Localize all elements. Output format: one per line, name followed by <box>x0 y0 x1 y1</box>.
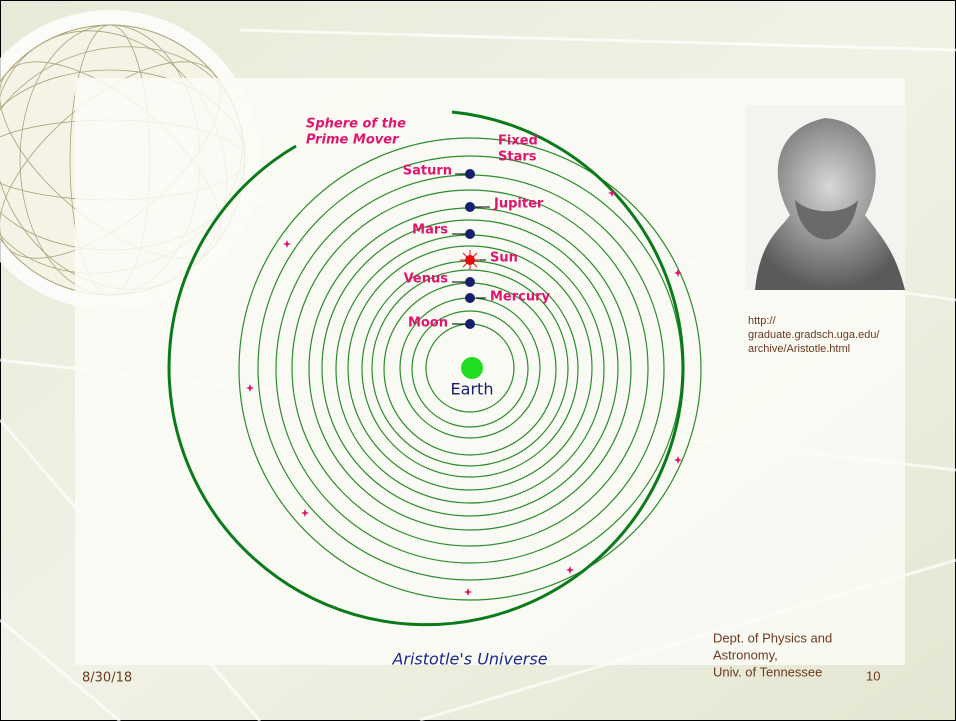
earth <box>461 357 483 379</box>
sun-icon <box>460 250 480 270</box>
footer-department: Dept. of Physics and <box>713 630 832 645</box>
planet-label: Mercury <box>490 290 551 305</box>
footer-department: Univ. of Tennessee <box>713 664 822 679</box>
planet-label: Sun <box>490 251 518 266</box>
diagram-caption: Aristotle's Universe <box>391 650 547 669</box>
image-credit: graduate.gradsch.uga.edu/ <box>748 329 880 341</box>
image-credit: http:// <box>748 315 776 327</box>
planet-label: Moon <box>408 316 448 331</box>
footer-department: Astronomy, <box>713 647 778 662</box>
fixed-stars-label: Stars <box>498 150 537 165</box>
planet-label: Mars <box>412 223 448 238</box>
planet-label: Saturn <box>403 164 452 179</box>
sphere-label: Prime Mover <box>306 133 400 148</box>
footer-date: 8/30/18 <box>82 671 132 686</box>
planet-label: Venus <box>404 272 449 287</box>
slide-number: 10 <box>866 668 880 683</box>
planet-label: Jupiter <box>493 197 544 212</box>
sphere-label: Sphere of the <box>306 117 406 132</box>
slide: Sphere of the Prime Mover Fixed Stars Sa… <box>0 0 956 721</box>
image-credit: archive/Aristotle.html <box>748 343 850 355</box>
earth-label: Earth <box>451 380 494 399</box>
aristotle-portrait <box>745 105 905 290</box>
fixed-stars-label: Fixed <box>498 134 538 149</box>
